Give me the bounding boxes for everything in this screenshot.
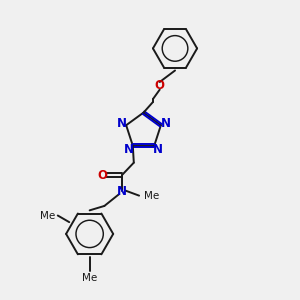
Text: N: N (116, 117, 126, 130)
Text: Me: Me (40, 211, 56, 220)
Text: N: N (117, 185, 127, 198)
Text: N: N (160, 117, 171, 130)
Text: O: O (97, 169, 107, 182)
Text: O: O (155, 79, 165, 92)
Text: Me: Me (143, 190, 159, 201)
Text: N: N (153, 143, 163, 156)
Text: Me: Me (82, 273, 97, 283)
Text: N: N (124, 143, 134, 156)
